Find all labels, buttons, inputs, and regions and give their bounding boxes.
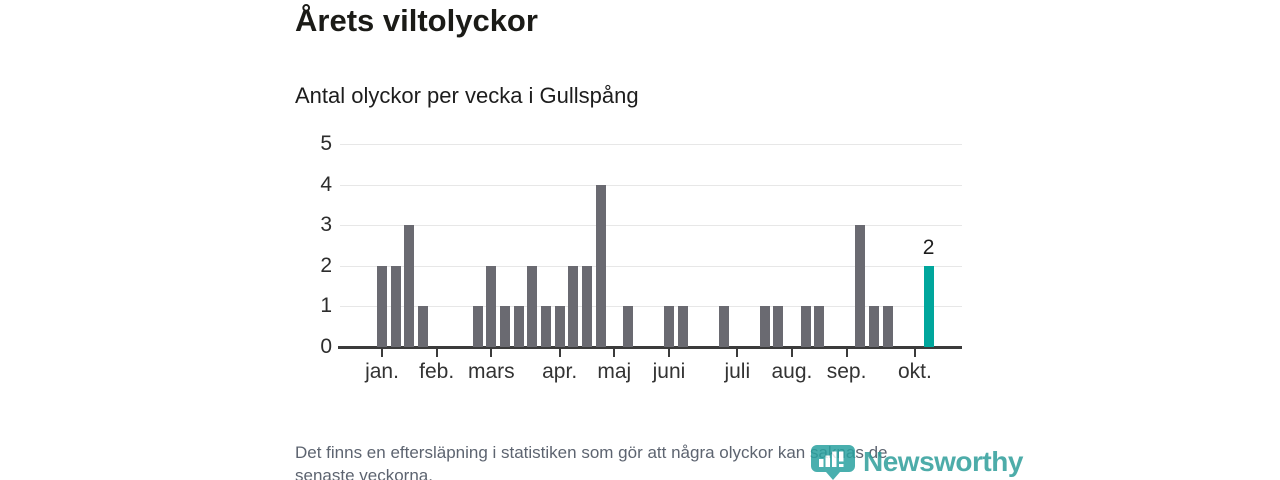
- x-axis-month-label: juli: [724, 360, 751, 383]
- gridline: [340, 144, 962, 145]
- gridline: [340, 265, 962, 267]
- y-axis-tick-label: 1: [320, 294, 332, 318]
- bar-week: [868, 306, 879, 347]
- y-axis-tick-label: 0: [320, 335, 332, 358]
- bar-current-week: [923, 265, 934, 347]
- x-axis-month-label: maj: [597, 360, 632, 383]
- y-axis-tick-label: 2: [320, 253, 332, 277]
- bar-week: [677, 306, 688, 347]
- chart-title: Årets viltolyckor: [295, 3, 538, 38]
- x-axis-month-label: juni: [652, 360, 686, 383]
- bar-week: [568, 265, 579, 347]
- bar-week: [527, 265, 538, 347]
- x-axis-month-label: aug.: [771, 360, 813, 383]
- bar-week: [800, 306, 811, 347]
- bar-week: [759, 306, 770, 347]
- highlight-value-label: 2: [922, 235, 935, 259]
- gridline: [340, 225, 962, 227]
- bar-week: [663, 306, 674, 347]
- x-axis-tick: [558, 349, 561, 357]
- newsworthy-watermark: Newsworthy: [811, 445, 1023, 480]
- bar-week: [390, 265, 401, 347]
- bar-week: [595, 184, 606, 347]
- newsworthy-logo-text: Newsworthy: [863, 446, 1023, 477]
- x-axis-tick: [913, 349, 916, 357]
- x-axis-month-label: feb.: [419, 360, 455, 383]
- x-axis-tick: [667, 349, 670, 357]
- bar-week: [404, 225, 415, 347]
- bar-week: [513, 306, 524, 347]
- x-axis-tick: [613, 349, 616, 357]
- x-axis-tick: [736, 349, 739, 357]
- y-axis-tick-label: 5: [320, 132, 332, 155]
- footnote: Det finns en eftersläpning i statistiken…: [295, 441, 887, 480]
- bar-week: [718, 306, 729, 347]
- bar-week: [499, 306, 510, 347]
- x-axis-tick: [490, 349, 493, 357]
- bar-week: [622, 306, 633, 347]
- bar-week: [814, 306, 825, 347]
- x-axis-line: [338, 346, 962, 349]
- gridline: [340, 306, 962, 308]
- bar-week: [581, 265, 592, 347]
- bar-week: [540, 306, 551, 347]
- x-axis-tick: [435, 349, 438, 357]
- x-axis-month-label: okt.: [897, 360, 932, 383]
- footnote-line-1: Det finns en eftersläpning i statistiken…: [295, 443, 888, 462]
- bar-week: [773, 306, 784, 347]
- plot-area: 2: [338, 144, 962, 349]
- bar-week: [554, 306, 565, 347]
- gridline: [340, 184, 962, 186]
- bar-week: [472, 306, 483, 347]
- y-axis-tick-label: 4: [320, 172, 332, 196]
- bar-week: [855, 225, 866, 347]
- newsworthy-logo-icon: [811, 445, 855, 480]
- bar-week: [377, 265, 387, 347]
- x-axis-tick: [381, 349, 383, 357]
- bar-week: [417, 306, 428, 347]
- x-axis-tick: [790, 349, 793, 357]
- chart-subtitle: Antal olyckor per vecka i Gullspång: [295, 83, 639, 108]
- x-axis-month-label: mars: [467, 360, 515, 383]
- x-axis-month-label: sep.: [826, 360, 867, 383]
- bar-week: [486, 265, 497, 347]
- bar-week: [882, 306, 893, 347]
- x-axis-tick: [845, 349, 848, 357]
- y-axis-tick-label: 3: [320, 213, 332, 237]
- x-axis-month-label: jan.: [365, 360, 399, 383]
- footnote-line-2: senaste veckorna.: [295, 466, 433, 480]
- x-axis-month-label: apr.: [542, 360, 578, 383]
